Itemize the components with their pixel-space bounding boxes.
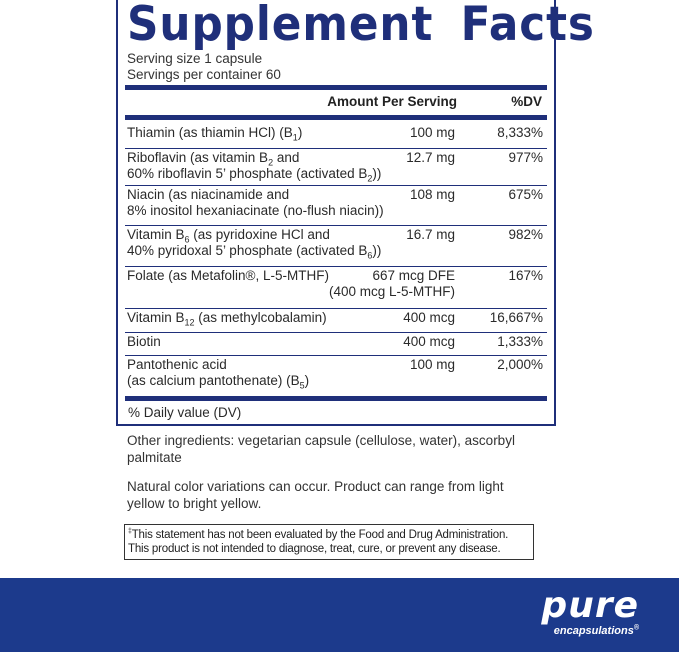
nutrient-amount: 16.7 mg xyxy=(406,227,455,242)
divider-thick xyxy=(125,396,547,401)
logo-main: pure xyxy=(541,585,639,626)
disclaimer-mark: ‡ xyxy=(128,528,132,536)
nutrient-row: Riboflavin (as vitamin B2 and 60% ribofla… xyxy=(125,150,547,186)
nutrient-dv: 675% xyxy=(508,187,543,202)
nutrient-name: Biotin xyxy=(127,334,161,349)
nutrient-row: Vitamin B12 (as methylcobalamin) 400 mcg 1… xyxy=(125,310,547,333)
servings-per-container: Servings per container 60 xyxy=(127,67,281,82)
nutrient-name: Pantothenic acid (as calcium pantothenate… xyxy=(127,357,310,391)
nutrient-row: Thiamin (as thiamin HCl) (B1) 100 mg 8,333… xyxy=(125,125,547,149)
divider-thick xyxy=(125,115,547,120)
color-note: Natural color variations can occur. Prod… xyxy=(127,479,504,511)
nutrient-dv: 8,333% xyxy=(497,125,543,140)
amount-header: Amount Per Serving xyxy=(327,94,457,109)
nutrient-dv: 1,333% xyxy=(497,334,543,349)
nutrient-dv: 16,667% xyxy=(489,310,543,325)
nutrient-name: Thiamin (as thiamin HCl) (B1) xyxy=(127,125,303,143)
nutrient-dv: 977% xyxy=(508,150,543,165)
nutrient-amount: 100 mg xyxy=(409,357,455,372)
nutrient-row: Folate (as Metafolin®, L-5-MTHF) 667 mcg … xyxy=(125,268,547,309)
logo-sub: encapsulations xyxy=(553,625,634,637)
dv-note: % Daily value (DV) xyxy=(128,405,242,420)
nutrient-row: Biotin 400 mcg 1,333% xyxy=(125,334,547,356)
dv-header: %DV xyxy=(511,94,542,109)
nutrient-row: Pantothenic acid (as calcium pantothenate… xyxy=(125,357,547,398)
nutrient-dv: 2,000% xyxy=(497,357,543,372)
nutrient-amount-secondary: (400 mcg L-5-MTHF) xyxy=(328,284,455,299)
nutrient-amount: 400 mcg xyxy=(403,334,455,349)
disclaimer-text: This statement has not been evaluated by… xyxy=(128,529,509,555)
nutrient-name: Riboflavin (as vitamin B2 and 60% ribofla… xyxy=(127,150,382,184)
nutrient-amount: 667 mcg DFE xyxy=(372,268,455,283)
nutrient-row: Vitamin B6 (as pyridoxine HCl and 40% pyr… xyxy=(125,227,547,267)
nutrient-amount: 108 mg xyxy=(409,187,455,202)
brand-footer: pure encapsulations® xyxy=(0,578,679,652)
registered-mark: ® xyxy=(633,624,639,632)
supplement-facts-panel: Supplement Facts Serving size 1 capsule … xyxy=(116,0,594,426)
nutrient-name: Niacin (as niacinamide and 8% inositol he… xyxy=(127,187,384,218)
nutrient-dv: 167% xyxy=(508,268,543,283)
brand-logo: pure encapsulations® xyxy=(541,588,639,638)
panel-title: Supplement Facts xyxy=(127,0,595,52)
nutrient-name: Vitamin B12 (as methylcobalamin) xyxy=(127,310,327,328)
other-ingredients: Other ingredients: vegetarian capsule (c… xyxy=(127,433,515,465)
nutrient-name: Vitamin B6 (as pyridoxine HCl and 40% pyr… xyxy=(127,227,382,261)
nutrient-name: Folate (as Metafolin®, L-5-MTHF) xyxy=(127,268,329,283)
nutrient-amount: 100 mg xyxy=(409,125,455,140)
nutrient-row: Niacin (as niacinamide and 8% inositol he… xyxy=(125,187,547,226)
nutrient-dv: 982% xyxy=(508,227,543,242)
serving-size: Serving size 1 capsule xyxy=(127,51,263,66)
nutrient-amount: 400 mcg xyxy=(403,310,455,325)
divider-thick xyxy=(125,85,547,90)
fda-disclaimer: ‡This statement has not been evaluated b… xyxy=(124,524,534,560)
nutrient-amount: 12.7 mg xyxy=(406,150,455,165)
